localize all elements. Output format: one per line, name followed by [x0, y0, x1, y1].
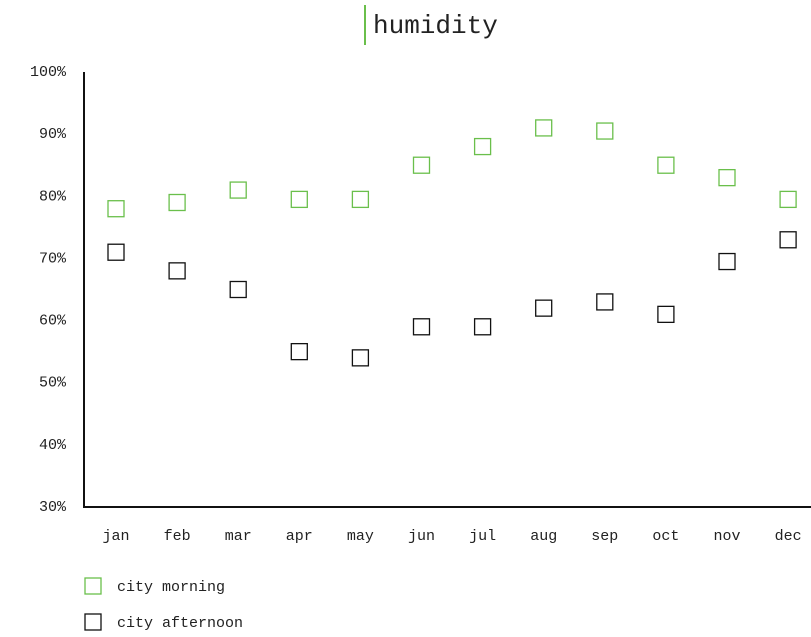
x-tick-label: feb — [164, 528, 191, 545]
marker — [779, 190, 797, 209]
marker — [290, 342, 308, 361]
marker — [596, 122, 614, 140]
marker — [351, 190, 370, 209]
x-tick-label: jun — [408, 528, 435, 545]
marker — [657, 305, 675, 324]
marker — [290, 190, 308, 209]
x-tick-label: aug — [530, 528, 557, 545]
legend-swatch — [84, 613, 102, 631]
y-tick-label: 70% — [39, 250, 67, 267]
x-tick-label: oct — [652, 528, 679, 545]
y-tick-label: 40% — [39, 437, 67, 454]
legend-label: city afternoon — [117, 615, 243, 632]
marker — [168, 262, 186, 280]
marker — [473, 318, 492, 336]
marker — [657, 156, 675, 174]
y-tick-label: 100% — [30, 64, 67, 81]
y-tick-label: 30% — [39, 499, 67, 516]
marker — [779, 231, 797, 249]
x-tick-label: apr — [286, 528, 313, 545]
x-tick-label: may — [347, 528, 374, 545]
x-tick-label: sep — [591, 528, 618, 545]
marker — [718, 168, 736, 187]
x-tick-label: jul — [469, 528, 496, 545]
marker — [168, 193, 186, 212]
x-tick-label: nov — [713, 528, 740, 545]
marker — [412, 318, 431, 336]
marker — [107, 200, 125, 218]
marker — [351, 349, 370, 367]
x-tick-label: mar — [225, 528, 252, 545]
marker — [229, 280, 247, 299]
marker — [535, 119, 553, 137]
marker — [718, 252, 736, 271]
marker — [535, 299, 553, 317]
y-tick-label: 50% — [39, 375, 67, 392]
x-tick-label: jan — [102, 528, 129, 545]
chart-title: humidity — [373, 11, 498, 41]
marker — [596, 293, 614, 311]
y-tick-label: 60% — [39, 313, 67, 330]
marker — [412, 156, 431, 174]
legend-swatch — [84, 577, 102, 595]
marker — [473, 137, 492, 156]
y-tick-label: 90% — [39, 126, 67, 143]
marker — [229, 181, 247, 199]
marker — [107, 243, 125, 261]
legend-label: city morning — [117, 579, 225, 596]
y-tick-label: 80% — [39, 188, 67, 205]
x-tick-label: dec — [775, 528, 802, 545]
